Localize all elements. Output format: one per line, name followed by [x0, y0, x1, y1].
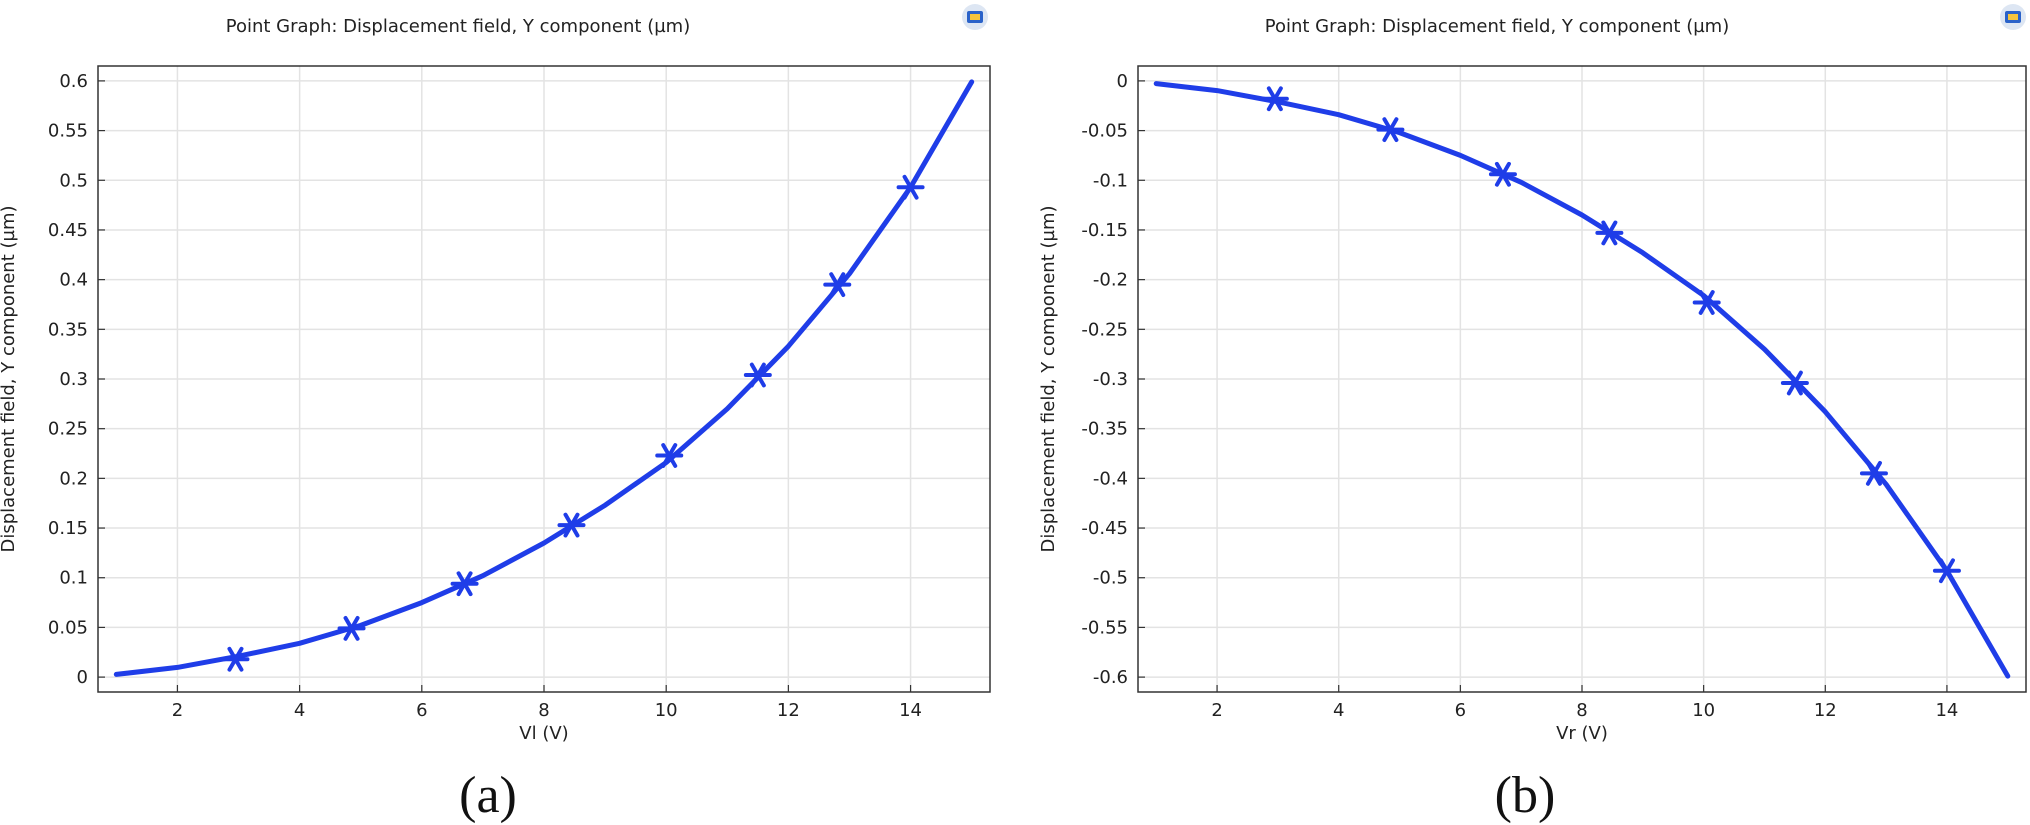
y-tick-label: 0 — [1117, 71, 1128, 92]
y-tick-label: -0.35 — [1081, 419, 1128, 440]
data-point-marker — [1932, 558, 1961, 584]
y-tick-label: -0.6 — [1093, 667, 1128, 688]
data-point-marker — [896, 174, 925, 200]
y-tick-label: 0.2 — [59, 468, 88, 489]
x-tick-label: 8 — [1576, 700, 1587, 721]
panel-caption: (a) — [459, 767, 517, 824]
export-icon[interactable] — [2000, 4, 2026, 30]
x-tick-label: 8 — [538, 700, 549, 721]
y-tick-label: 0.15 — [48, 518, 88, 539]
data-series — [113, 79, 975, 677]
y-tick-label: -0.15 — [1081, 220, 1128, 241]
axis-ticks: 2 4 6 8 10 12 14 0 -0.05 -0.1 -0.15 -0.2 -0.25 -0.3 -0… — [1081, 71, 1958, 721]
y-tick-label: 0.1 — [59, 568, 88, 589]
y-tick-label: 0.3 — [59, 369, 88, 390]
x-tick-label: 12 — [777, 700, 800, 721]
axis-ticks: 2 4 6 8 10 12 14 0 0.05 0.1 0.15 0.2 0.25 0.3 0.35 0.4 0… — [48, 71, 922, 721]
y-tick-label: 0.55 — [48, 121, 88, 142]
data-point-marker — [450, 571, 479, 597]
x-tick-label: 2 — [172, 700, 183, 721]
data-series — [1153, 81, 2011, 679]
y-axis-label: Displacement field, Y component (µm) — [1038, 205, 1059, 552]
data-point-marker — [1595, 220, 1624, 246]
data-point-marker — [1260, 86, 1289, 112]
x-tick-label: 14 — [1935, 700, 1958, 721]
y-tick-label: -0.5 — [1093, 568, 1128, 589]
series-line — [1153, 81, 2011, 679]
y-tick-label: 0.25 — [48, 419, 88, 440]
grid — [98, 66, 990, 692]
chart-title: Point Graph: Displacement field, Y compo… — [1265, 16, 1729, 37]
data-point-marker — [557, 512, 586, 538]
y-tick-label: 0.05 — [48, 617, 88, 638]
y-tick-label: 0.4 — [59, 270, 88, 291]
y-tick-label: -0.25 — [1081, 319, 1128, 340]
data-point-marker — [1859, 461, 1888, 486]
series-line — [113, 79, 975, 677]
data-point-marker — [1376, 117, 1405, 142]
data-point-marker — [1692, 290, 1721, 315]
y-tick-label: -0.05 — [1081, 121, 1128, 142]
x-tick-label: 6 — [416, 700, 427, 721]
data-point-marker — [221, 646, 250, 672]
x-tick-label: 10 — [655, 700, 678, 721]
chart-panel-b: Point Graph: Displacement field, Y compo… — [1038, 4, 2027, 824]
chart-panel-a: Point Graph: Displacement field, Y compo… — [0, 4, 991, 824]
x-tick-label: 4 — [294, 700, 305, 721]
x-tick-label: 10 — [1692, 700, 1715, 721]
y-tick-label: 0.6 — [59, 71, 88, 92]
grid — [1138, 66, 2026, 692]
y-tick-label: -0.3 — [1093, 369, 1128, 390]
y-tick-label: -0.45 — [1081, 518, 1128, 539]
x-tick-label: 4 — [1333, 700, 1344, 721]
chart-title: Point Graph: Displacement field, Y compo… — [226, 16, 690, 37]
y-tick-label: -0.2 — [1093, 270, 1128, 291]
y-tick-label: 0.45 — [48, 220, 88, 241]
x-tick-label: 14 — [899, 700, 922, 721]
panel-caption: (b) — [1495, 767, 1556, 824]
data-point-marker — [655, 443, 684, 468]
y-tick-label: -0.55 — [1081, 617, 1128, 638]
x-axis-label: Vl (V) — [519, 723, 568, 744]
data-point-marker — [1780, 370, 1809, 396]
x-axis-label: Vr (V) — [1556, 723, 1608, 744]
data-point-marker — [743, 362, 772, 388]
data-point-marker — [337, 616, 366, 641]
y-tick-label: 0.5 — [59, 170, 88, 191]
x-tick-label: 12 — [1814, 700, 1837, 721]
data-point-marker — [823, 272, 852, 297]
y-axis-label: Displacement field, Y component (µm) — [0, 205, 19, 552]
y-tick-label: 0.35 — [48, 319, 88, 340]
x-tick-label: 6 — [1455, 700, 1466, 721]
y-tick-label: 0 — [77, 667, 88, 688]
y-tick-label: -0.4 — [1093, 468, 1128, 489]
data-point-marker — [1488, 161, 1517, 187]
export-icon[interactable] — [962, 4, 988, 30]
x-tick-label: 2 — [1211, 700, 1222, 721]
y-tick-label: -0.1 — [1093, 170, 1128, 191]
